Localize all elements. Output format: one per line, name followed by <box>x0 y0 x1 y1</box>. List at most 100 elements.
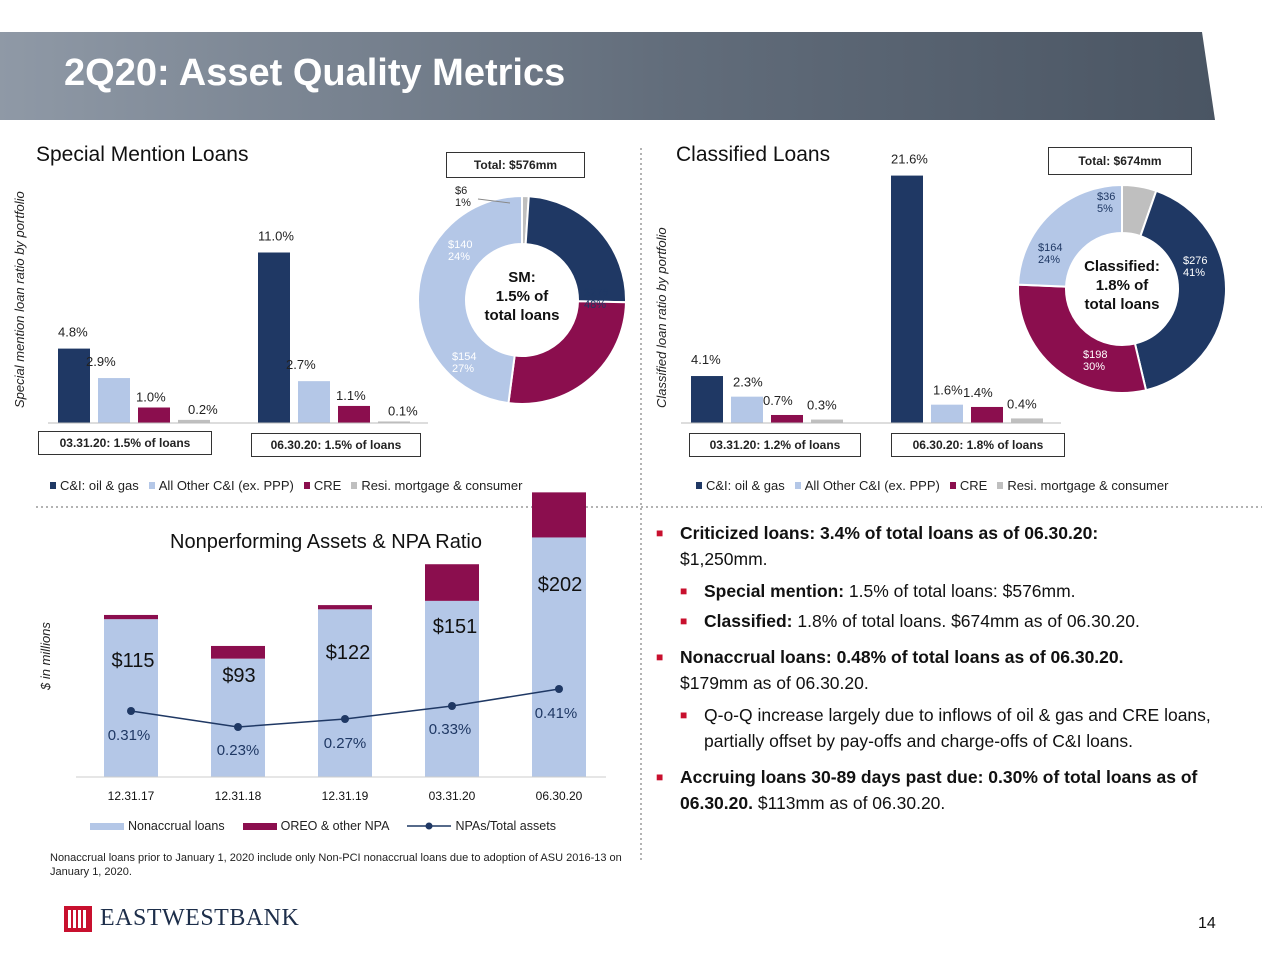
bar-label-0-2: 1.0% <box>136 390 166 405</box>
npa-bar-nonaccrual-0 <box>104 619 158 777</box>
sm-total-box: Total: $576mm <box>446 152 585 178</box>
cl-bar-chart: 4.1% 2.3%0.7% 0.3% 21.6% 1.6% 1.4% 0.4% <box>681 152 1061 424</box>
bullet-nonaccrual: ■ Nonaccrual loans: 0.48% of total loans … <box>656 647 1124 693</box>
sm-group-label-2: 06.30.20: 1.5% of loans <box>251 433 421 457</box>
legend-item-resi: Resi. mortgage & consumer <box>997 478 1168 493</box>
pie-amount-3: $6 <box>455 185 467 197</box>
pie-pct-0: 24% <box>448 251 470 263</box>
pie-pct-1: 24% <box>1038 254 1060 266</box>
npa-bar-nonaccrual-2 <box>318 609 372 777</box>
bar-label-1-0: 21.6% <box>891 152 928 167</box>
bar-label-1-3: 0.1% <box>388 403 418 418</box>
pie-amount-1: $276 <box>584 287 608 299</box>
title-bar <box>0 32 1215 120</box>
sm-group-label-1: 03.31.20: 1.5% of loans <box>38 431 212 455</box>
special-mention-title: Special Mention Loans <box>36 143 249 166</box>
npa-bar-oreo-4 <box>532 492 586 538</box>
bar-1-0 <box>258 252 290 423</box>
npa-category-0: 12.31.17 <box>108 789 155 803</box>
bullet-qoq: ■ Q-o-Q increase largely due to inflows o… <box>680 705 1211 751</box>
bar-0-0 <box>691 376 723 423</box>
bar-0-2 <box>138 407 170 423</box>
footnote: Nonaccrual loans prior to January 1, 202… <box>50 852 622 878</box>
npa-bar-nonaccrual-4 <box>532 537 586 777</box>
pie-slice-1 <box>417 194 523 405</box>
bank-logo-icon <box>64 905 92 932</box>
npa-bar-nonaccrual-3 <box>425 600 479 777</box>
pie-center-line-2: total loans <box>484 307 559 324</box>
pie-pct-1: 48% <box>584 299 606 311</box>
npa-category-3: 03.31.20 <box>429 789 476 803</box>
bar-label-1-1: 2.7% <box>286 357 316 372</box>
npa-ratio-point-4 <box>555 685 563 693</box>
npa-total-label-2: $122 <box>326 642 371 664</box>
pie-center-line-2: total loans <box>1084 296 1159 313</box>
npa-title: Nonperforming Assets & NPA Ratio <box>170 531 482 553</box>
bar-1-0 <box>891 175 923 423</box>
pie-center-line-0: SM: <box>508 269 536 286</box>
east-west-bank-logo: EASTWESTBANK <box>64 905 299 932</box>
npa-ratio-point-3 <box>448 702 456 710</box>
legend-item-resi: Resi. mortgage & consumer <box>351 478 522 493</box>
bullet-classified: ■ Classified: 1.8% of total loans. $674mm… <box>680 611 1140 631</box>
npa-bar-nonaccrual-1 <box>211 658 265 777</box>
npa-ratio-label-2: 0.27% <box>324 735 367 752</box>
bar-label-1-0: 11.0% <box>258 229 294 244</box>
pie-leader-line <box>477 198 511 204</box>
bullet-special-mention: ■ Special mention: 1.5% of total loans: $… <box>680 581 1076 601</box>
npa-ratio-point-1 <box>234 723 242 731</box>
pie-slice-2 <box>507 300 627 405</box>
legend-item-cni: C&I: oil & gas <box>50 478 139 493</box>
bar-label-0-0: 4.1% <box>691 352 721 367</box>
pie-center-line-1: 1.5% of <box>496 288 550 305</box>
pie-amount-0: $276 <box>1183 255 1207 267</box>
dividers <box>36 148 1262 860</box>
sm-bar-chart: 4.8% 2.9% 1.0% 0.2% 11.0% 2.7% 1.1% 0.1% <box>48 229 428 424</box>
bar-0-1 <box>731 396 763 423</box>
bar-0-1 <box>98 378 130 423</box>
cl-group-label-1: 03.31.20: 1.2% of loans <box>689 433 861 457</box>
pie-slice-2 <box>1017 283 1148 394</box>
legend-item-cre: CRE <box>949 478 987 493</box>
bar-label-0-0: 4.8% <box>58 325 88 340</box>
pie-slice-1 <box>1017 183 1123 288</box>
npa-bar-oreo-1 <box>211 645 265 659</box>
legend-item-cni: C&I: oil & gas <box>696 478 785 493</box>
npa-bar-oreo-0 <box>104 614 158 620</box>
npa-ratio-label-3: 0.33% <box>429 721 472 738</box>
npa-category-4: 06.30.20 <box>536 789 583 803</box>
page-number: 14 <box>1198 915 1216 932</box>
bar-1-2 <box>338 405 370 423</box>
bar-1-1 <box>931 404 963 423</box>
npa-ratio-point-2 <box>341 715 349 723</box>
bar-0-0 <box>58 348 90 423</box>
bar-0-3 <box>178 419 210 423</box>
npa-total-label-4: $202 <box>538 574 583 596</box>
npa-bar-oreo-2 <box>318 605 372 610</box>
legend-item-other-cni: All Other C&I (ex. PPP) <box>794 478 940 493</box>
pie-pct-2: 27% <box>452 363 474 375</box>
pie-amount-0: $140 <box>448 239 472 251</box>
cl-total-box: Total: $674mm <box>1048 147 1192 175</box>
bar-1-3 <box>1011 418 1043 423</box>
bullet-criticized: ■ Criticized loans: 3.4% of total loans a… <box>656 523 1099 569</box>
npa-bar-oreo-3 <box>425 564 479 601</box>
bar-label-0-1: 2.3% <box>733 375 763 390</box>
pie-amount-2: $154 <box>452 351 476 363</box>
npa-ratio-label-4: 0.41% <box>535 705 578 722</box>
pie-slice-0 <box>524 195 627 304</box>
npa-ratio-point-0 <box>127 707 135 715</box>
pie-pct-0: 41% <box>1183 267 1205 279</box>
pie-slice-0 <box>1133 189 1227 392</box>
page-title: 2Q20: Asset Quality Metrics <box>64 52 566 94</box>
bar-label-0-1: 2.9% <box>86 354 116 369</box>
npa-category-2: 12.31.19 <box>322 789 369 803</box>
pie-pct-3: 1% <box>455 197 471 209</box>
bar-label-1-2: 1.1% <box>336 388 366 403</box>
npa-total-label-3: $151 <box>433 616 478 638</box>
bullet-accruing: ■ Accruing loans 30-89 days past due: 0.3… <box>656 767 1198 813</box>
bar-0-2 <box>771 414 803 423</box>
